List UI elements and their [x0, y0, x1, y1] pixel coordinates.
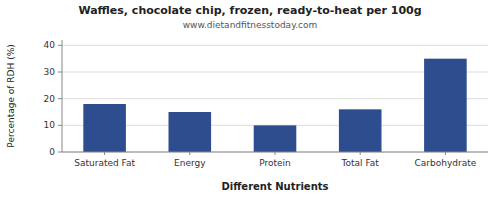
bar — [424, 59, 467, 152]
y-axis-line — [62, 40, 63, 152]
y-tick-label: 40 — [44, 40, 56, 50]
x-tick — [104, 152, 105, 155]
x-tick-label: Protein — [259, 158, 291, 168]
x-tick-label: Carbohydrate — [415, 158, 477, 168]
x-ticks: Saturated Fat Energy Protein Total Fat Carbo… — [74, 152, 476, 168]
y-tick — [58, 45, 62, 46]
y-tick-label: 20 — [44, 94, 56, 104]
y-axis-label: Percentage of RDH (%) — [6, 44, 16, 147]
y-tick — [58, 125, 62, 126]
bar — [169, 112, 212, 152]
title: Waffles, chocolate chip, frozen, ready-t… — [78, 4, 421, 17]
x-tick — [360, 152, 361, 155]
bar — [339, 109, 382, 152]
y-tick-label: 30 — [44, 67, 56, 77]
bars — [83, 59, 466, 152]
y-tick — [58, 72, 62, 73]
x-tick — [445, 152, 446, 155]
y-tick-label: 10 — [44, 120, 56, 130]
x-tick-label: Energy — [174, 158, 206, 168]
subtitle: www.dietandfitnesstoday.com — [183, 20, 318, 30]
x-tick-label: Saturated Fat — [74, 158, 135, 168]
x-tick — [189, 152, 190, 155]
bar — [83, 104, 126, 152]
y-grid — [62, 45, 488, 152]
y-ticks: 0 10 20 30 40 — [44, 40, 62, 157]
chart: Waffles, chocolate chip, frozen, ready-t… — [0, 0, 500, 200]
y-tick-label: 0 — [49, 147, 55, 157]
x-tick-label: Total Fat — [341, 158, 380, 168]
bar — [254, 125, 297, 152]
x-tick — [275, 152, 276, 155]
chart-container: Waffles, chocolate chip, frozen, ready-t… — [0, 0, 500, 200]
y-tick — [58, 98, 62, 99]
x-axis-label: Different Nutrients — [222, 181, 329, 192]
y-tick — [58, 152, 62, 153]
grid-line — [62, 45, 488, 46]
